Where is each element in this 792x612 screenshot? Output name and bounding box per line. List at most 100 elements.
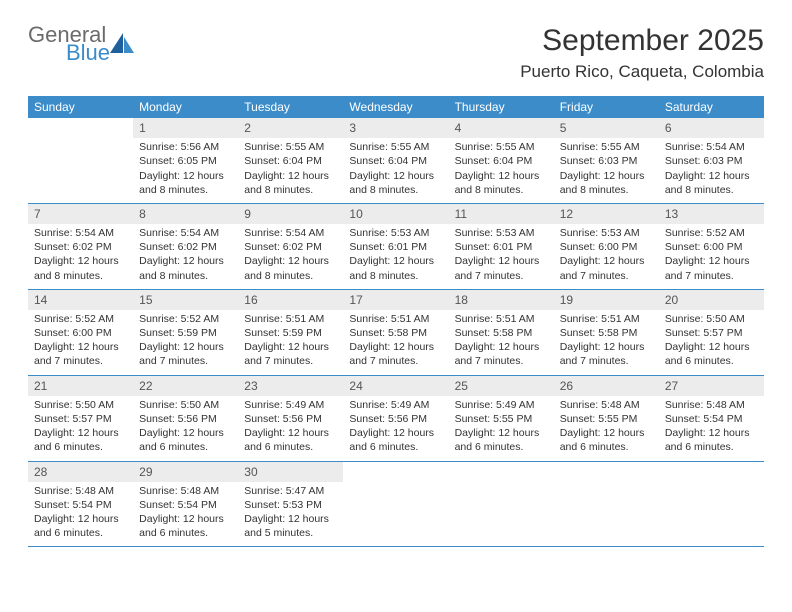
weekday-header-row: Sunday Monday Tuesday Wednesday Thursday… — [28, 96, 764, 118]
day-cell: 9Sunrise: 5:54 AMSunset: 6:02 PMDaylight… — [238, 204, 343, 289]
day-number: 3 — [343, 118, 448, 138]
day-cell: 26Sunrise: 5:48 AMSunset: 5:55 PMDayligh… — [554, 376, 659, 461]
day-cell: 22Sunrise: 5:50 AMSunset: 5:56 PMDayligh… — [133, 376, 238, 461]
daylight-text: and 8 minutes. — [139, 183, 232, 197]
location-text: Puerto Rico, Caqueta, Colombia — [520, 62, 764, 82]
day-cell: 18Sunrise: 5:51 AMSunset: 5:58 PMDayligh… — [449, 290, 554, 375]
sunrise-text: Sunrise: 5:50 AM — [34, 398, 127, 412]
day-number: 23 — [238, 376, 343, 396]
day-body: Sunrise: 5:49 AMSunset: 5:56 PMDaylight:… — [238, 396, 343, 461]
sunrise-text: Sunrise: 5:55 AM — [349, 140, 442, 154]
sunset-text: Sunset: 5:57 PM — [34, 412, 127, 426]
week-row: 28Sunrise: 5:48 AMSunset: 5:54 PMDayligh… — [28, 462, 764, 548]
sunset-text: Sunset: 5:53 PM — [244, 498, 337, 512]
weeks-container: .1Sunrise: 5:56 AMSunset: 6:05 PMDayligh… — [28, 118, 764, 547]
day-cell: . — [449, 462, 554, 547]
day-cell: 21Sunrise: 5:50 AMSunset: 5:57 PMDayligh… — [28, 376, 133, 461]
sunrise-text: Sunrise: 5:55 AM — [560, 140, 653, 154]
sunrise-text: Sunrise: 5:47 AM — [244, 484, 337, 498]
logo-text: General Blue — [28, 24, 110, 64]
daylight-text: Daylight: 12 hours — [665, 426, 758, 440]
day-cell: 30Sunrise: 5:47 AMSunset: 5:53 PMDayligh… — [238, 462, 343, 547]
day-body: Sunrise: 5:55 AMSunset: 6:04 PMDaylight:… — [449, 138, 554, 203]
sunrise-text: Sunrise: 5:52 AM — [665, 226, 758, 240]
daylight-text: and 8 minutes. — [244, 183, 337, 197]
sunset-text: Sunset: 5:54 PM — [139, 498, 232, 512]
sunset-text: Sunset: 6:01 PM — [455, 240, 548, 254]
daylight-text: and 7 minutes. — [455, 269, 548, 283]
day-cell: . — [659, 462, 764, 547]
day-body: Sunrise: 5:52 AMSunset: 6:00 PMDaylight:… — [28, 310, 133, 375]
day-body: Sunrise: 5:54 AMSunset: 6:03 PMDaylight:… — [659, 138, 764, 203]
day-body: Sunrise: 5:53 AMSunset: 6:01 PMDaylight:… — [343, 224, 448, 289]
sunset-text: Sunset: 5:57 PM — [665, 326, 758, 340]
sunset-text: Sunset: 5:55 PM — [560, 412, 653, 426]
daylight-text: and 8 minutes. — [455, 183, 548, 197]
daylight-text: Daylight: 12 hours — [139, 512, 232, 526]
day-number: 6 — [659, 118, 764, 138]
day-number: 26 — [554, 376, 659, 396]
daylight-text: and 6 minutes. — [139, 526, 232, 540]
day-body: Sunrise: 5:50 AMSunset: 5:57 PMDaylight:… — [28, 396, 133, 461]
day-cell: 29Sunrise: 5:48 AMSunset: 5:54 PMDayligh… — [133, 462, 238, 547]
day-cell: 16Sunrise: 5:51 AMSunset: 5:59 PMDayligh… — [238, 290, 343, 375]
logo-blue-text: Blue — [66, 42, 110, 64]
day-body: Sunrise: 5:48 AMSunset: 5:54 PMDaylight:… — [659, 396, 764, 461]
sail-icon — [110, 33, 136, 60]
daylight-text: Daylight: 12 hours — [560, 254, 653, 268]
daylight-text: and 6 minutes. — [244, 440, 337, 454]
month-title: September 2025 — [520, 24, 764, 58]
day-body: Sunrise: 5:55 AMSunset: 6:03 PMDaylight:… — [554, 138, 659, 203]
sunset-text: Sunset: 5:58 PM — [560, 326, 653, 340]
day-cell: 28Sunrise: 5:48 AMSunset: 5:54 PMDayligh… — [28, 462, 133, 547]
daylight-text: and 7 minutes. — [560, 354, 653, 368]
day-body: Sunrise: 5:51 AMSunset: 5:59 PMDaylight:… — [238, 310, 343, 375]
day-number: 18 — [449, 290, 554, 310]
day-number: 25 — [449, 376, 554, 396]
day-body: Sunrise: 5:55 AMSunset: 6:04 PMDaylight:… — [238, 138, 343, 203]
sunset-text: Sunset: 5:56 PM — [349, 412, 442, 426]
daylight-text: and 6 minutes. — [560, 440, 653, 454]
daylight-text: Daylight: 12 hours — [139, 169, 232, 183]
day-number: 15 — [133, 290, 238, 310]
sunset-text: Sunset: 6:00 PM — [665, 240, 758, 254]
calendar: Sunday Monday Tuesday Wednesday Thursday… — [28, 96, 764, 547]
sunrise-text: Sunrise: 5:51 AM — [244, 312, 337, 326]
day-body: Sunrise: 5:49 AMSunset: 5:55 PMDaylight:… — [449, 396, 554, 461]
day-body: Sunrise: 5:51 AMSunset: 5:58 PMDaylight:… — [343, 310, 448, 375]
week-row: 21Sunrise: 5:50 AMSunset: 5:57 PMDayligh… — [28, 376, 764, 462]
daylight-text: Daylight: 12 hours — [349, 426, 442, 440]
sunrise-text: Sunrise: 5:48 AM — [665, 398, 758, 412]
day-body: Sunrise: 5:54 AMSunset: 6:02 PMDaylight:… — [28, 224, 133, 289]
day-number: 21 — [28, 376, 133, 396]
day-cell: 7Sunrise: 5:54 AMSunset: 6:02 PMDaylight… — [28, 204, 133, 289]
sunrise-text: Sunrise: 5:54 AM — [139, 226, 232, 240]
daylight-text: Daylight: 12 hours — [244, 254, 337, 268]
weekday-thursday: Thursday — [449, 96, 554, 118]
sunset-text: Sunset: 5:56 PM — [244, 412, 337, 426]
day-number: 14 — [28, 290, 133, 310]
day-cell: 12Sunrise: 5:53 AMSunset: 6:00 PMDayligh… — [554, 204, 659, 289]
daylight-text: Daylight: 12 hours — [34, 512, 127, 526]
day-cell: 27Sunrise: 5:48 AMSunset: 5:54 PMDayligh… — [659, 376, 764, 461]
day-cell: 14Sunrise: 5:52 AMSunset: 6:00 PMDayligh… — [28, 290, 133, 375]
day-number: 4 — [449, 118, 554, 138]
sunrise-text: Sunrise: 5:51 AM — [560, 312, 653, 326]
day-cell: 5Sunrise: 5:55 AMSunset: 6:03 PMDaylight… — [554, 118, 659, 203]
day-number: 9 — [238, 204, 343, 224]
daylight-text: Daylight: 12 hours — [34, 254, 127, 268]
day-body: Sunrise: 5:51 AMSunset: 5:58 PMDaylight:… — [449, 310, 554, 375]
daylight-text: Daylight: 12 hours — [244, 169, 337, 183]
day-cell: 24Sunrise: 5:49 AMSunset: 5:56 PMDayligh… — [343, 376, 448, 461]
daylight-text: Daylight: 12 hours — [560, 426, 653, 440]
daylight-text: and 6 minutes. — [139, 440, 232, 454]
sunset-text: Sunset: 5:56 PM — [139, 412, 232, 426]
weekday-friday: Friday — [554, 96, 659, 118]
day-number: 12 — [554, 204, 659, 224]
daylight-text: and 8 minutes. — [349, 269, 442, 283]
sunset-text: Sunset: 6:00 PM — [560, 240, 653, 254]
daylight-text: Daylight: 12 hours — [34, 340, 127, 354]
day-body: Sunrise: 5:54 AMSunset: 6:02 PMDaylight:… — [238, 224, 343, 289]
daylight-text: Daylight: 12 hours — [139, 254, 232, 268]
daylight-text: and 7 minutes. — [244, 354, 337, 368]
